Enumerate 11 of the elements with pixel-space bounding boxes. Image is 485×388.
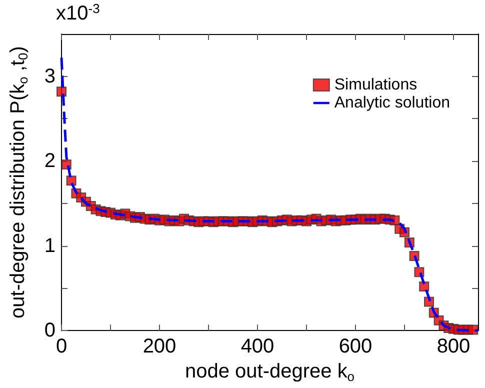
legend-label: Simulations	[334, 76, 418, 94]
y-tick-label: 2	[44, 150, 56, 172]
y-axis-title: out-degree distribution P(ko ,t0)	[7, 46, 30, 318]
x-tick-label: 600	[338, 336, 372, 358]
y-tick-label: 3	[44, 65, 56, 88]
x-tick-label: 400	[240, 336, 274, 358]
x-tick-label: 800	[436, 336, 470, 358]
x-tick-label: 200	[142, 336, 176, 358]
y-tick-label: 0	[44, 320, 56, 342]
legend-label: Analytic solution	[334, 94, 450, 112]
y-tick-label: 1	[44, 234, 56, 257]
